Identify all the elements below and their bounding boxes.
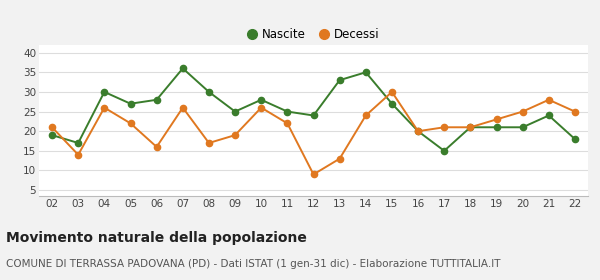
- Legend: Nascite, Decessi: Nascite, Decessi: [243, 24, 384, 46]
- Text: COMUNE DI TERRASSA PADOVANA (PD) - Dati ISTAT (1 gen-31 dic) - Elaborazione TUTT: COMUNE DI TERRASSA PADOVANA (PD) - Dati …: [6, 259, 500, 269]
- Text: Movimento naturale della popolazione: Movimento naturale della popolazione: [6, 231, 307, 245]
